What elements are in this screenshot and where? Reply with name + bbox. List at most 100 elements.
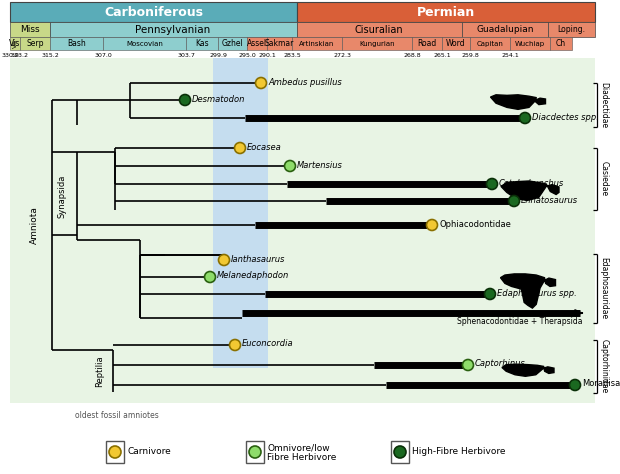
Text: Fibre Herbivore: Fibre Herbivore	[267, 454, 337, 463]
Text: Vis: Vis	[12, 39, 17, 48]
Circle shape	[394, 446, 406, 458]
Text: Diacdectes spp.: Diacdectes spp.	[532, 112, 599, 121]
Text: oldest fossil amniotes: oldest fossil amniotes	[75, 410, 159, 419]
Text: 299.9: 299.9	[209, 53, 227, 57]
Text: Serp: Serp	[26, 39, 44, 48]
Text: Reptilia: Reptilia	[95, 355, 105, 387]
Text: Omnivore/low: Omnivore/low	[267, 444, 330, 453]
Bar	[412, 37, 442, 50]
Text: Gzhel: Gzhel	[221, 39, 244, 48]
Text: Vis: Vis	[9, 39, 20, 48]
Bar	[510, 37, 550, 50]
Circle shape	[285, 161, 296, 172]
Bar	[218, 37, 247, 50]
Text: 295.0: 295.0	[238, 53, 256, 57]
Text: Moradisaurinae: Moradisaurinae	[582, 380, 620, 389]
Circle shape	[229, 339, 241, 350]
Text: Kas: Kas	[195, 39, 209, 48]
Bar	[292, 37, 342, 50]
Text: Loping.: Loping.	[557, 25, 585, 34]
Bar	[10, 2, 297, 22]
Text: Miss: Miss	[20, 25, 40, 34]
Text: 290.1: 290.1	[258, 53, 276, 57]
Text: Kungurian: Kungurian	[359, 40, 395, 46]
Bar	[470, 37, 510, 50]
Text: Carnivore: Carnivore	[127, 447, 170, 456]
Bar	[442, 37, 470, 50]
Circle shape	[463, 359, 474, 371]
Text: Road: Road	[417, 39, 436, 48]
Text: 259.8: 259.8	[461, 53, 479, 57]
Bar	[10, 37, 20, 50]
Text: 272.3: 272.3	[333, 53, 351, 57]
Text: Captorhinus: Captorhinus	[475, 359, 526, 368]
Bar	[297, 2, 595, 22]
Text: 303.7: 303.7	[177, 53, 195, 57]
Circle shape	[255, 78, 267, 89]
Bar	[20, 37, 50, 50]
Text: Cisuralian: Cisuralian	[355, 25, 404, 35]
Polygon shape	[502, 364, 554, 376]
Circle shape	[487, 179, 497, 190]
Bar	[10, 58, 595, 403]
Bar	[10, 22, 50, 37]
Text: Eocasea: Eocasea	[247, 143, 281, 152]
Circle shape	[218, 255, 229, 265]
Circle shape	[180, 94, 190, 106]
Bar	[550, 37, 572, 50]
Text: Ophiacodontidae: Ophiacodontidae	[439, 219, 511, 228]
Bar	[246, 441, 264, 463]
Bar	[462, 22, 548, 37]
Bar	[106, 441, 124, 463]
Text: Captorhinidae: Captorhinidae	[600, 339, 608, 393]
Text: Word: Word	[446, 39, 466, 48]
Polygon shape	[501, 181, 559, 201]
Text: 323.2: 323.2	[11, 53, 29, 57]
Circle shape	[520, 112, 531, 124]
Text: Amniota: Amniota	[30, 206, 38, 244]
Text: 254.1: 254.1	[501, 53, 519, 57]
Circle shape	[234, 143, 246, 154]
Text: Synapsida: Synapsida	[58, 174, 66, 218]
Text: Sphenacodontidae + Therapsida: Sphenacodontidae + Therapsida	[458, 317, 583, 326]
Bar	[297, 22, 462, 37]
Bar	[391, 441, 409, 463]
Text: 268.8: 268.8	[403, 53, 421, 57]
Text: 265.1: 265.1	[433, 53, 451, 57]
Circle shape	[427, 219, 438, 230]
Text: Ch: Ch	[556, 39, 566, 48]
Bar	[103, 37, 186, 50]
Text: Melanedaphodon: Melanedaphodon	[217, 272, 290, 281]
Circle shape	[109, 446, 121, 458]
Bar	[186, 37, 218, 50]
Circle shape	[205, 272, 216, 283]
Text: Ianthasaurus: Ianthasaurus	[231, 255, 285, 264]
Text: 283.5: 283.5	[283, 53, 301, 57]
Circle shape	[484, 289, 495, 300]
Text: Euconcordia: Euconcordia	[242, 339, 294, 348]
Text: Assel: Assel	[247, 39, 267, 48]
Bar	[267, 37, 292, 50]
Polygon shape	[500, 274, 556, 308]
Bar	[213, 58, 268, 368]
Circle shape	[570, 380, 580, 391]
Text: Permian: Permian	[417, 6, 475, 18]
Text: Moscovian: Moscovian	[126, 40, 163, 46]
Text: Guadalupian: Guadalupian	[476, 25, 534, 34]
Text: Capitan: Capitan	[477, 40, 503, 46]
Text: High-Fibre Herbivore: High-Fibre Herbivore	[412, 447, 505, 456]
Text: Edaphosauridae: Edaphosauridae	[600, 257, 608, 319]
Polygon shape	[490, 95, 546, 109]
Text: 315.2: 315.2	[41, 53, 59, 57]
Text: Casiedae: Casiedae	[600, 162, 608, 197]
Bar	[50, 37, 103, 50]
Text: Wuchiap: Wuchiap	[515, 40, 545, 46]
Text: 307.0: 307.0	[94, 53, 112, 57]
Circle shape	[249, 446, 261, 458]
Circle shape	[508, 195, 520, 207]
Text: Ennatosaurus: Ennatosaurus	[521, 195, 578, 204]
Bar	[548, 22, 595, 37]
Bar	[50, 22, 297, 37]
Bar	[342, 37, 412, 50]
Text: Desmatodon: Desmatodon	[192, 94, 246, 103]
